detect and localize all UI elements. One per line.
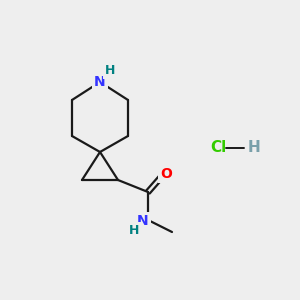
Text: O: O: [160, 167, 172, 181]
Text: H: H: [129, 224, 139, 236]
Text: H: H: [105, 64, 115, 77]
Text: Cl: Cl: [210, 140, 226, 155]
Text: H: H: [248, 140, 261, 155]
Text: N: N: [94, 75, 106, 89]
Text: N: N: [137, 214, 149, 228]
